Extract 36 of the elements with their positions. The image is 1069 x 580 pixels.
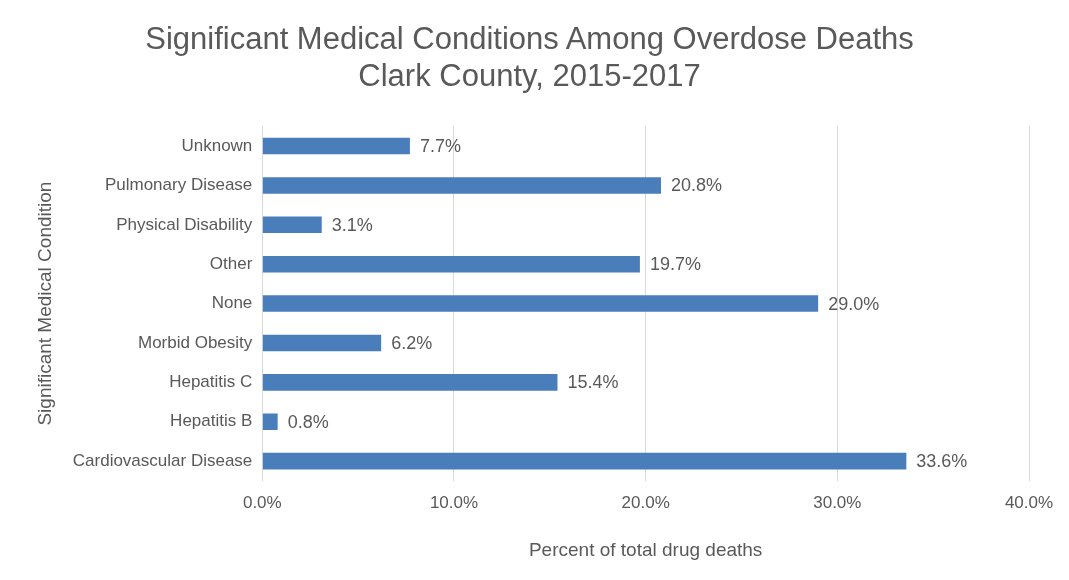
- bar: [262, 452, 907, 470]
- chart-subtitle: Clark County, 2015-2017: [358, 58, 701, 94]
- data-label: 33.6%: [916, 451, 968, 472]
- x-tick-label: 30.0%: [813, 492, 862, 512]
- y-tick-label: Morbid Obesity: [137, 332, 253, 352]
- bar: [262, 374, 558, 391]
- data-label: 6.2%: [391, 332, 433, 353]
- y-tick-label: Pulmonary Disease: [104, 175, 253, 195]
- x-axis-title: Percent of total drug deaths: [528, 538, 763, 560]
- y-tick-label: None: [211, 293, 253, 313]
- y-axis-title: Significant Medical Condition: [33, 181, 55, 426]
- bar: [262, 137, 410, 155]
- bar: [262, 334, 382, 352]
- x-tick-label: 10.0%: [429, 492, 479, 512]
- bar: [262, 177, 661, 194]
- y-tick-label: Cardiovascular Disease: [72, 450, 253, 470]
- data-label: 20.8%: [670, 175, 723, 196]
- y-tick-label: Hepatitis B: [170, 411, 253, 431]
- chart-title: Significant Medical Conditions Among Overdose Deaths: [145, 21, 914, 57]
- data-label: 0.8%: [287, 411, 329, 432]
- data-label: 29.0%: [828, 293, 880, 314]
- bar: [262, 413, 278, 430]
- y-tick-label: Hepatitis C: [169, 372, 253, 392]
- x-tick-label: 20.0%: [621, 492, 670, 512]
- data-label: 19.7%: [649, 254, 701, 275]
- data-label: 7.7%: [419, 136, 461, 157]
- bar: [262, 216, 322, 234]
- bar: [262, 295, 819, 312]
- y-tick-label: Physical Disability: [116, 214, 253, 234]
- x-tick-label: 40.0%: [1004, 492, 1054, 512]
- x-tick-label: 0.0%: [242, 492, 282, 512]
- data-label: 15.4%: [567, 372, 619, 393]
- bar: [262, 255, 640, 273]
- y-tick-label: Other: [209, 253, 253, 273]
- data-label: 3.1%: [331, 214, 373, 235]
- y-tick-label: Unknown: [181, 135, 253, 155]
